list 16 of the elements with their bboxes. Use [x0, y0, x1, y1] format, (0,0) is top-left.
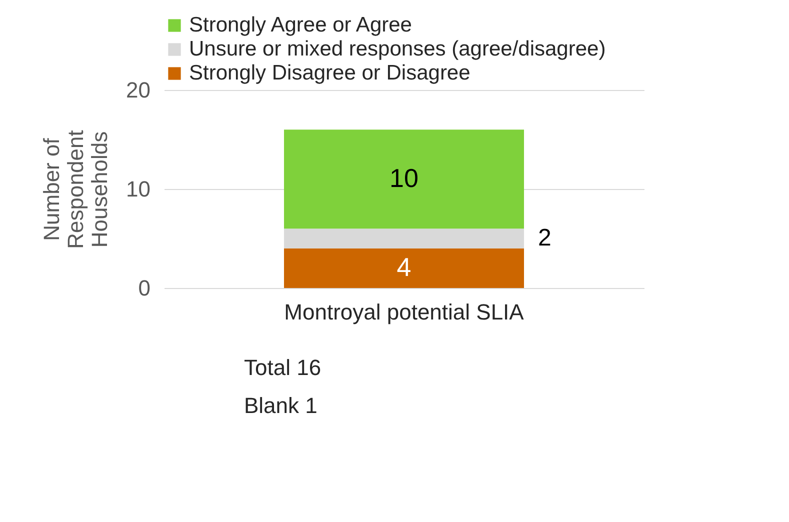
bar [284, 228, 524, 248]
y-tick-label: 20 [126, 78, 150, 102]
legend-label: Unsure or mixed responses (agree/disagree) [189, 38, 606, 60]
text: Total 16 [244, 355, 322, 380]
bar [284, 248, 524, 288]
data-label: 2 [538, 224, 552, 252]
legend-label: Strongly Agree or Agree [189, 14, 412, 36]
x-tick-label: Montroyal potential SLIA [284, 300, 524, 324]
y-tick-label: 0 [138, 276, 150, 300]
bar [284, 130, 524, 229]
legend-label: Strongly Disagree or Disagree [189, 62, 470, 84]
data-label: 10 [390, 163, 418, 194]
data-label: 4 [396, 252, 412, 282]
y-axis-title: Number of Respondent Households [39, 130, 112, 249]
text: Blank 1 [244, 393, 318, 418]
y-tick-label: 10 [126, 176, 150, 202]
